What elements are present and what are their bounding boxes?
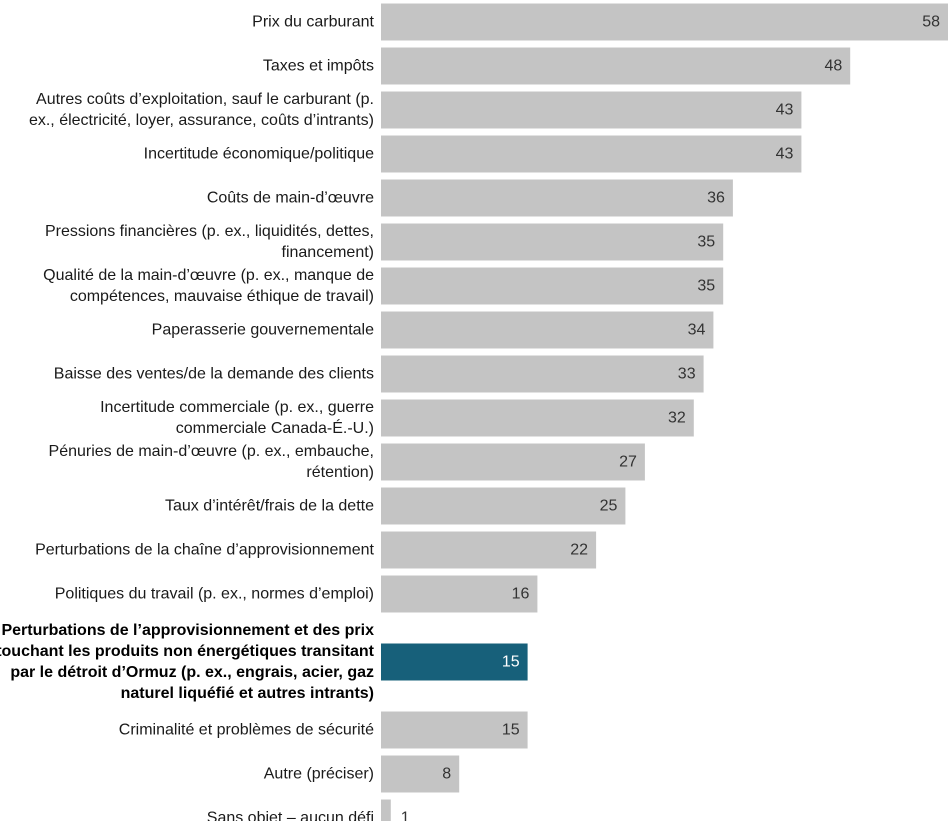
bar-value-label: 22 — [570, 542, 588, 559]
category-label: Perturbations de la chaîne d’approvision… — [35, 542, 374, 559]
bar-value-label: 27 — [619, 454, 637, 471]
bar — [381, 355, 704, 393]
bar-value-label: 15 — [502, 654, 520, 671]
category-label: Taxes et impôts — [263, 58, 374, 75]
bar — [381, 179, 733, 217]
bar — [381, 443, 645, 481]
bar-value-label: 16 — [512, 586, 530, 603]
category-label: Taux d’intérêt/frais de la dette — [165, 498, 374, 515]
bar — [381, 575, 538, 613]
bar — [381, 799, 391, 821]
category-label: Sans objet – aucun défi — [207, 810, 374, 821]
category-label: Pressions financières (p. ex., liquidité… — [45, 223, 374, 261]
bar-value-label: 58 — [922, 14, 940, 31]
category-label: Incertitude commerciale (p. ex., guerre c… — [100, 399, 374, 437]
bar-value-label: 25 — [600, 498, 618, 515]
bar — [381, 531, 597, 569]
bar — [381, 135, 802, 173]
category-label: Politiques du travail (p. ex., normes d’… — [55, 586, 374, 603]
bar-value-label: 34 — [688, 322, 706, 339]
category-label: Perturbations de l’approvisionnement et … — [0, 622, 375, 702]
bar-value-label: 43 — [776, 102, 794, 119]
bar-value-label: 43 — [776, 146, 794, 163]
bar — [381, 47, 851, 85]
bar-value-label: 35 — [697, 278, 715, 295]
bar-value-label: 33 — [678, 366, 696, 383]
category-label: Pénuries de main-d’œuvre (p. ex., embauc… — [49, 443, 374, 481]
bar — [381, 643, 528, 681]
bar — [381, 487, 626, 525]
bar — [381, 223, 724, 261]
bar-value-label: 15 — [502, 722, 520, 739]
category-label: Autres coûts d’exploitation, sauf le car… — [29, 91, 374, 129]
bar-value-label: 1 — [401, 810, 410, 821]
category-label: Incertitude économique/politique — [144, 146, 374, 163]
bar-value-label: 35 — [697, 234, 715, 251]
category-label: Coûts de main-d’œuvre — [207, 190, 374, 207]
bar — [381, 267, 724, 305]
bar — [381, 399, 694, 437]
bar — [381, 755, 460, 793]
bar — [381, 3, 948, 41]
category-label: Paperasserie gouvernementale — [152, 322, 374, 339]
bar-value-label: 8 — [442, 766, 451, 783]
category-label: Qualité de la main-d’œuvre (p. ex., manq… — [43, 267, 374, 305]
bar-value-label: 36 — [707, 190, 725, 207]
category-label: Criminalité et problèmes de sécurité — [119, 722, 374, 739]
bar — [381, 91, 802, 129]
bar-value-label: 32 — [668, 410, 686, 427]
category-label: Prix du carburant — [252, 14, 374, 31]
bar — [381, 311, 714, 349]
category-label: Autre (préciser) — [264, 766, 374, 783]
category-label: Baisse des ventes/de la demande des clie… — [54, 366, 374, 383]
bar — [381, 711, 528, 749]
bar-value-label: 48 — [824, 58, 842, 75]
